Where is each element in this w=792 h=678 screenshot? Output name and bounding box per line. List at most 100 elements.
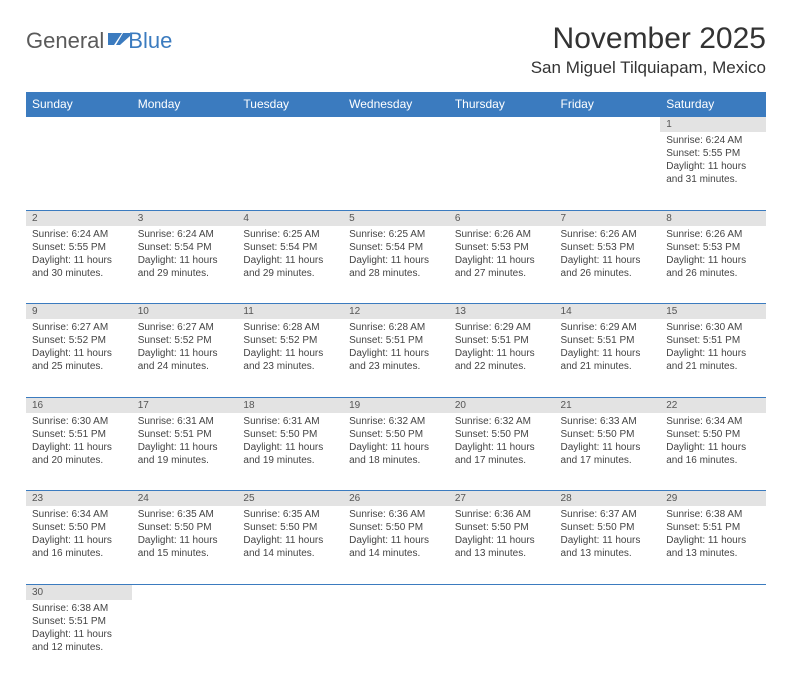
day-number-cell [26, 117, 132, 133]
sunset-text: Sunset: 5:50 PM [666, 428, 760, 441]
day-detail-cell [449, 132, 555, 210]
weekday-header: Sunday [26, 92, 132, 117]
day-detail-cell: Sunrise: 6:35 AMSunset: 5:50 PMDaylight:… [132, 506, 238, 584]
sunrise-text: Sunrise: 6:35 AM [138, 508, 232, 521]
day-detail-cell [660, 600, 766, 678]
day-detail-cell: Sunrise: 6:32 AMSunset: 5:50 PMDaylight:… [343, 413, 449, 491]
sunset-text: Sunset: 5:50 PM [455, 521, 549, 534]
sunrise-text: Sunrise: 6:36 AM [455, 508, 549, 521]
sunrise-text: Sunrise: 6:27 AM [32, 321, 126, 334]
day-detail-cell: Sunrise: 6:36 AMSunset: 5:50 PMDaylight:… [343, 506, 449, 584]
sunset-text: Sunset: 5:51 PM [32, 615, 126, 628]
day-number-cell: 19 [343, 397, 449, 413]
location: San Miguel Tilquiapam, Mexico [531, 58, 766, 78]
day-detail-cell [26, 132, 132, 210]
daylight-text: Daylight: 11 hours and 28 minutes. [349, 254, 443, 280]
day-number-cell [449, 117, 555, 133]
day-number-cell: 4 [237, 210, 343, 226]
sunset-text: Sunset: 5:51 PM [455, 334, 549, 347]
day-number-cell: 27 [449, 491, 555, 507]
day-number-cell: 7 [555, 210, 661, 226]
sunrise-text: Sunrise: 6:26 AM [666, 228, 760, 241]
sunset-text: Sunset: 5:55 PM [32, 241, 126, 254]
day-detail-cell: Sunrise: 6:34 AMSunset: 5:50 PMDaylight:… [660, 413, 766, 491]
day-number-cell: 8 [660, 210, 766, 226]
sunset-text: Sunset: 5:51 PM [138, 428, 232, 441]
day-detail-cell: Sunrise: 6:28 AMSunset: 5:52 PMDaylight:… [237, 319, 343, 397]
detail-row: Sunrise: 6:24 AMSunset: 5:55 PMDaylight:… [26, 226, 766, 304]
day-number-cell: 29 [660, 491, 766, 507]
daynum-row: 30 [26, 584, 766, 600]
daylight-text: Daylight: 11 hours and 14 minutes. [243, 534, 337, 560]
sunset-text: Sunset: 5:53 PM [561, 241, 655, 254]
sunrise-text: Sunrise: 6:29 AM [455, 321, 549, 334]
sunset-text: Sunset: 5:50 PM [561, 521, 655, 534]
sunrise-text: Sunrise: 6:32 AM [349, 415, 443, 428]
day-detail-cell: Sunrise: 6:26 AMSunset: 5:53 PMDaylight:… [449, 226, 555, 304]
sunset-text: Sunset: 5:50 PM [243, 521, 337, 534]
day-detail-cell: Sunrise: 6:28 AMSunset: 5:51 PMDaylight:… [343, 319, 449, 397]
day-number-cell [343, 117, 449, 133]
sunset-text: Sunset: 5:51 PM [349, 334, 443, 347]
sunrise-text: Sunrise: 6:38 AM [32, 602, 126, 615]
day-number-cell: 11 [237, 304, 343, 320]
day-detail-cell: Sunrise: 6:33 AMSunset: 5:50 PMDaylight:… [555, 413, 661, 491]
daynum-row: 1 [26, 117, 766, 133]
sunset-text: Sunset: 5:50 PM [32, 521, 126, 534]
sunset-text: Sunset: 5:50 PM [349, 521, 443, 534]
sunset-text: Sunset: 5:54 PM [349, 241, 443, 254]
weekday-header: Saturday [660, 92, 766, 117]
day-number-cell: 17 [132, 397, 238, 413]
day-detail-cell [237, 132, 343, 210]
daylight-text: Daylight: 11 hours and 31 minutes. [666, 160, 760, 186]
daylight-text: Daylight: 11 hours and 25 minutes. [32, 347, 126, 373]
day-detail-cell: Sunrise: 6:37 AMSunset: 5:50 PMDaylight:… [555, 506, 661, 584]
day-detail-cell: Sunrise: 6:29 AMSunset: 5:51 PMDaylight:… [449, 319, 555, 397]
detail-row: Sunrise: 6:34 AMSunset: 5:50 PMDaylight:… [26, 506, 766, 584]
sunrise-text: Sunrise: 6:30 AM [666, 321, 760, 334]
daylight-text: Daylight: 11 hours and 23 minutes. [243, 347, 337, 373]
day-detail-cell: Sunrise: 6:24 AMSunset: 5:55 PMDaylight:… [660, 132, 766, 210]
sunset-text: Sunset: 5:53 PM [455, 241, 549, 254]
sunrise-text: Sunrise: 6:26 AM [455, 228, 549, 241]
sunset-text: Sunset: 5:50 PM [561, 428, 655, 441]
calendar-table: Sunday Monday Tuesday Wednesday Thursday… [26, 92, 766, 678]
daylight-text: Daylight: 11 hours and 26 minutes. [561, 254, 655, 280]
sunrise-text: Sunrise: 6:25 AM [243, 228, 337, 241]
daylight-text: Daylight: 11 hours and 30 minutes. [32, 254, 126, 280]
day-detail-cell: Sunrise: 6:25 AMSunset: 5:54 PMDaylight:… [343, 226, 449, 304]
daylight-text: Daylight: 11 hours and 13 minutes. [561, 534, 655, 560]
sunrise-text: Sunrise: 6:31 AM [138, 415, 232, 428]
daynum-row: 9101112131415 [26, 304, 766, 320]
sunset-text: Sunset: 5:53 PM [666, 241, 760, 254]
sunset-text: Sunset: 5:54 PM [243, 241, 337, 254]
sunset-text: Sunset: 5:52 PM [32, 334, 126, 347]
day-detail-cell: Sunrise: 6:29 AMSunset: 5:51 PMDaylight:… [555, 319, 661, 397]
day-detail-cell: Sunrise: 6:38 AMSunset: 5:51 PMDaylight:… [660, 506, 766, 584]
weekday-header: Friday [555, 92, 661, 117]
daylight-text: Daylight: 11 hours and 26 minutes. [666, 254, 760, 280]
header: General Blue November 2025 San Miguel Ti… [26, 22, 766, 78]
day-number-cell: 9 [26, 304, 132, 320]
sunrise-text: Sunrise: 6:30 AM [32, 415, 126, 428]
day-detail-cell: Sunrise: 6:24 AMSunset: 5:55 PMDaylight:… [26, 226, 132, 304]
daylight-text: Daylight: 11 hours and 21 minutes. [666, 347, 760, 373]
daynum-row: 16171819202122 [26, 397, 766, 413]
daylight-text: Daylight: 11 hours and 13 minutes. [455, 534, 549, 560]
sunrise-text: Sunrise: 6:31 AM [243, 415, 337, 428]
day-detail-cell: Sunrise: 6:30 AMSunset: 5:51 PMDaylight:… [26, 413, 132, 491]
sunrise-text: Sunrise: 6:33 AM [561, 415, 655, 428]
day-number-cell [237, 117, 343, 133]
day-number-cell: 18 [237, 397, 343, 413]
month-title: November 2025 [531, 22, 766, 56]
sunrise-text: Sunrise: 6:38 AM [666, 508, 760, 521]
day-detail-cell [555, 132, 661, 210]
sunset-text: Sunset: 5:50 PM [243, 428, 337, 441]
flag-icon [108, 31, 130, 52]
sunset-text: Sunset: 5:51 PM [666, 334, 760, 347]
day-number-cell: 10 [132, 304, 238, 320]
logo-text-blue: Blue [128, 28, 172, 54]
daylight-text: Daylight: 11 hours and 20 minutes. [32, 441, 126, 467]
daylight-text: Daylight: 11 hours and 16 minutes. [32, 534, 126, 560]
sunrise-text: Sunrise: 6:25 AM [349, 228, 443, 241]
